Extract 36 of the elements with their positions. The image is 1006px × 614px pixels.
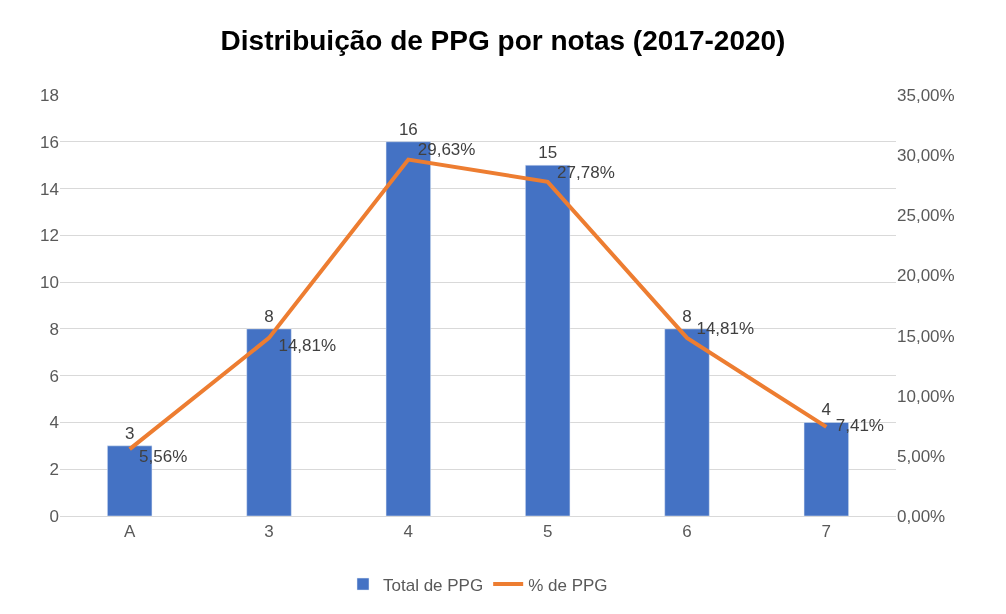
chart-title: Distribuição de PPG por notas (2017-2020) (220, 25, 786, 57)
data-label: 3 (124, 423, 135, 443)
data-label: 14,81% (696, 318, 755, 338)
data-label: 15 (538, 143, 558, 163)
data-label: 8 (682, 306, 692, 326)
data-label: 7,41% (835, 416, 884, 436)
y-tick-label: 18 (40, 85, 59, 105)
y2-tick-label: 15,00% (897, 326, 955, 346)
y-tick-label: 8 (49, 319, 59, 339)
y-tick-label: 14 (40, 179, 59, 199)
legend-label: % de PPG (528, 575, 608, 595)
y-tick-label: 10 (40, 273, 59, 293)
y2-tick-label: 20,00% (897, 266, 955, 286)
x-tick-label: 6 (682, 522, 692, 542)
y2-tick-label: 30,00% (897, 146, 955, 166)
data-label: 4 (821, 400, 832, 420)
y-tick-label: 4 (49, 413, 59, 433)
y2-tick-label: 5,00% (897, 446, 946, 466)
x-tick-label: 3 (264, 522, 274, 542)
y-tick-label: 0 (49, 506, 59, 526)
y2-tick-label: 35,00% (897, 85, 955, 105)
y-tick-label: 16 (40, 132, 59, 152)
y-tick-label: 6 (49, 366, 59, 386)
y-tick-label: 12 (40, 226, 59, 246)
x-tick-label: 5 (542, 522, 553, 542)
y2-tick-label: 0,00% (897, 506, 946, 526)
x-tick-label: 7 (821, 522, 832, 542)
line-series (127, 157, 829, 452)
y2-tick-label: 25,00% (897, 206, 955, 226)
data-label: 16 (398, 119, 418, 139)
y-tick-label: 2 (49, 460, 59, 480)
x-tick-label: 4 (403, 522, 414, 542)
legend-label: Total de PPG (383, 575, 484, 595)
x-tick-label: A (124, 522, 136, 542)
y2-tick-label: 10,00% (897, 386, 955, 406)
data-label: 8 (264, 306, 274, 326)
